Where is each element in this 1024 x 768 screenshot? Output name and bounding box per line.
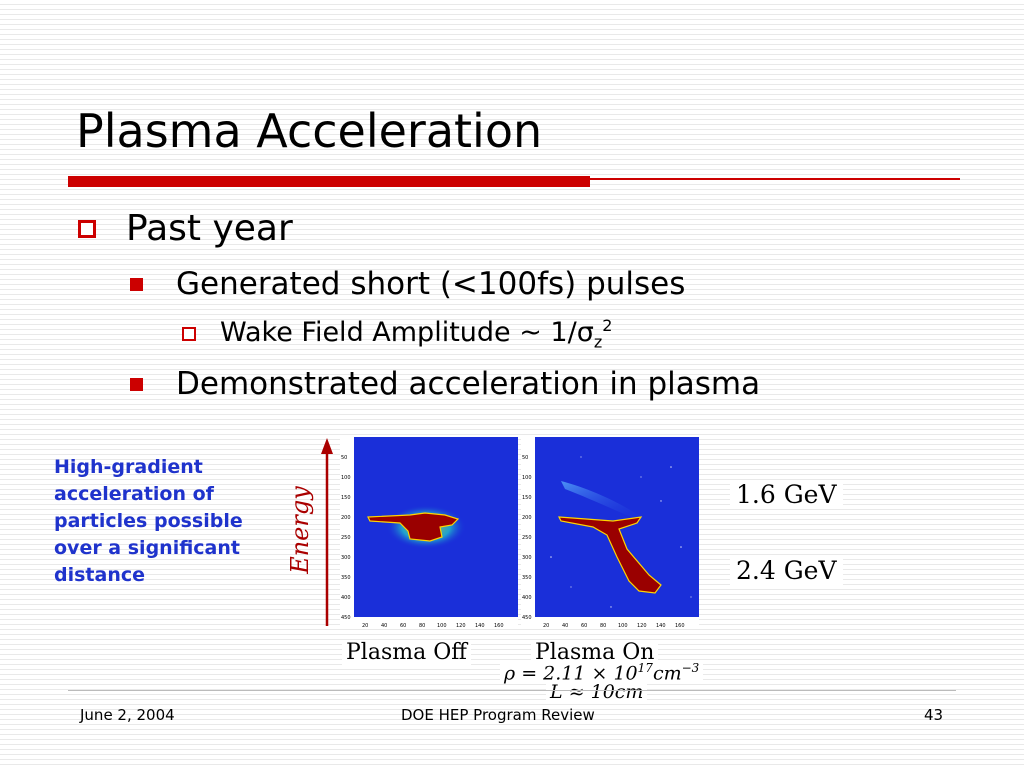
- x-tick-label: 60: [400, 623, 406, 629]
- sigma-symbol: σ: [576, 317, 594, 348]
- y-tick-label: 400: [341, 595, 351, 601]
- beam-spot: [557, 516, 662, 594]
- page-number: 43: [924, 706, 944, 724]
- density-value: ρ = 2.11 × 10: [504, 662, 638, 685]
- y-tick-label: 450: [341, 615, 351, 621]
- x-tick-label: 120: [456, 623, 466, 629]
- solid-square-bullet-icon: [130, 277, 143, 291]
- x-tick-label: 160: [494, 623, 504, 629]
- y-tick-label: 450: [522, 615, 532, 621]
- y-tick-label: 50: [522, 455, 528, 461]
- x-tick-label: 140: [656, 623, 666, 629]
- y-tick-label: 100: [522, 475, 532, 481]
- hollow-square-bullet-icon: [78, 219, 96, 238]
- y-tick-label: 150: [341, 495, 351, 501]
- density-exponent: 17: [637, 661, 653, 675]
- y-tick-label: 300: [522, 555, 532, 561]
- energy-axis-label-text: Energy: [286, 486, 314, 574]
- bullet-text: Generated short (<100fs) pulses: [176, 266, 686, 302]
- bullet-wake-field: Wake Field Amplitude ~ 1/σz2: [182, 316, 612, 351]
- energy-marker-2-4-gev: 2.4 GeV: [730, 556, 843, 585]
- x-tick-label: 40: [562, 623, 568, 629]
- plasma-off-spectrum: 50 100 150 200 250 300 350 400 450 20 40…: [340, 437, 518, 629]
- bullet-text: Demonstrated acceleration in plasma: [176, 366, 761, 402]
- hollow-square-bullet-icon: [182, 326, 196, 341]
- y-tick-label: 250: [522, 535, 532, 541]
- figure-caption: High-gradient acceleration of particles …: [54, 456, 243, 586]
- y-tick-label: 350: [341, 575, 351, 581]
- panel-label-plasma-on: Plasma On: [531, 640, 659, 665]
- energy-marker-1-6-gev: 1.6 GeV: [730, 480, 843, 509]
- sigma-exponent: 2: [602, 316, 613, 335]
- x-tick-label: 100: [618, 623, 628, 629]
- plasma-on-spectrum: 50 100 150 200 250 300 350 400 450 20 40…: [521, 437, 699, 629]
- x-tick-label: 140: [475, 623, 485, 629]
- solid-square-bullet-icon: [130, 377, 143, 391]
- sigma-subscript: z: [593, 332, 603, 352]
- plasma-length-formula: L ≈ 10cm: [546, 681, 648, 703]
- x-tick-label: 80: [600, 623, 606, 629]
- x-tick-label: 80: [419, 623, 425, 629]
- footer-date: June 2, 2004: [80, 706, 175, 724]
- bullet-past-year: Past year: [78, 208, 293, 249]
- plasma-density-formula: ρ = 2.11 × 1017cm−3: [500, 661, 704, 685]
- energy-arrow-icon: [321, 438, 333, 626]
- y-tick-label: 200: [341, 515, 351, 521]
- title-underline-thin: [590, 178, 960, 180]
- bullet-demonstrated-acceleration: Demonstrated acceleration in plasma: [130, 366, 760, 402]
- x-tick-label: 120: [637, 623, 647, 629]
- x-tick-label: 60: [581, 623, 587, 629]
- y-tick-label: 350: [522, 575, 532, 581]
- y-tick-label: 250: [341, 535, 351, 541]
- x-tick-label: 20: [362, 623, 368, 629]
- panel-label-plasma-off: Plasma Off: [342, 640, 471, 665]
- bullet-generated-pulses: Generated short (<100fs) pulses: [130, 266, 685, 302]
- slide-title: Plasma Acceleration: [76, 104, 543, 158]
- y-tick-label: 400: [522, 595, 532, 601]
- y-tick-label: 150: [522, 495, 532, 501]
- x-tick-label: 100: [437, 623, 447, 629]
- wake-field-text: Wake Field Amplitude ~ 1/: [220, 317, 577, 348]
- footer-title: DOE HEP Program Review: [401, 706, 595, 724]
- x-tick-label: 160: [675, 623, 685, 629]
- beam-spot: [367, 512, 460, 542]
- y-tick-label: 200: [522, 515, 532, 521]
- y-tick-label: 100: [341, 475, 351, 481]
- y-tick-label: 300: [341, 555, 351, 561]
- density-unit-exponent: −3: [681, 661, 700, 675]
- footer-divider: [68, 690, 956, 691]
- x-tick-label: 20: [543, 623, 549, 629]
- density-unit: cm: [652, 662, 682, 685]
- bullet-text: Past year: [126, 208, 293, 249]
- y-tick-label: 50: [341, 455, 347, 461]
- x-tick-label: 40: [381, 623, 387, 629]
- bullet-text: Wake Field Amplitude ~ 1/σz2: [220, 316, 612, 351]
- title-underline-thick: [68, 176, 590, 187]
